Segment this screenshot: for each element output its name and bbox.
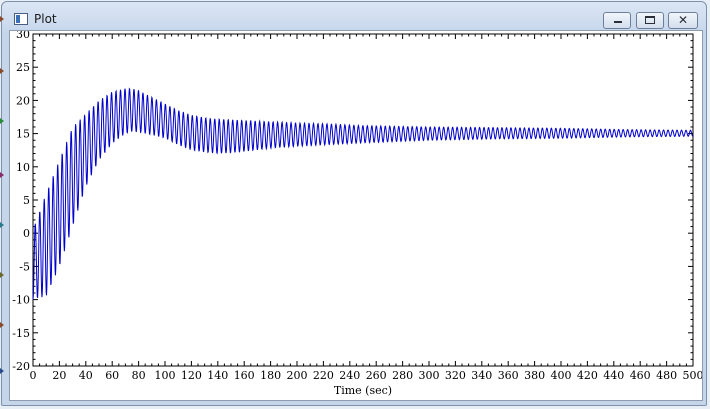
edge-marker — [0, 118, 4, 124]
x-tick-label: 460 — [630, 369, 651, 382]
x-tick-label: 180 — [260, 369, 281, 382]
x-tick-label: 200 — [287, 369, 308, 382]
restore-icon — [645, 16, 655, 24]
x-tick-label: 240 — [339, 369, 360, 382]
x-tick-label: 340 — [471, 369, 492, 382]
x-tick-label: 20 — [52, 369, 66, 382]
x-tick-label: 280 — [392, 369, 413, 382]
x-tick-label: 60 — [105, 369, 119, 382]
app-icon — [14, 13, 28, 25]
x-tick-label: 260 — [366, 369, 387, 382]
x-tick-label: 480 — [656, 369, 677, 382]
x-tick-label: 360 — [498, 369, 519, 382]
y-tick-label: 5 — [23, 194, 30, 207]
x-tick-label: 220 — [313, 369, 334, 382]
x-tick-label: 140 — [207, 369, 228, 382]
y-tick-label: -20 — [12, 360, 30, 373]
line-chart: 0 20 40 60 80 100 120 140 160 180 200 220 240 260 280 3… — [10, 31, 702, 400]
y-tick-label: 0 — [23, 227, 30, 240]
y-tick-label: 10 — [16, 161, 30, 174]
series-group — [33, 89, 693, 300]
x-tick-label: 320 — [445, 369, 466, 382]
x-tick-label: 100 — [155, 369, 176, 382]
x-tick-label: 160 — [234, 369, 255, 382]
y-tick-label: -10 — [12, 294, 30, 307]
axes-group — [33, 34, 693, 366]
x-tick-label: 40 — [79, 369, 93, 382]
edge-marker — [0, 368, 4, 374]
x-tick-label: 500 — [683, 369, 703, 382]
plot-frame — [33, 34, 693, 366]
x-tick-label: 120 — [181, 369, 202, 382]
edge-marker — [0, 222, 4, 228]
restore-button[interactable] — [636, 12, 664, 29]
series-line-0 — [33, 89, 693, 300]
close-icon: ✕ — [669, 13, 697, 28]
window-edge-markers — [0, 0, 4, 409]
window-title: Plot — [34, 12, 57, 26]
x-tick-label: 380 — [524, 369, 545, 382]
x-tick-label: 420 — [577, 369, 598, 382]
minimize-button[interactable] — [603, 12, 631, 29]
x-tick-label: 440 — [603, 369, 624, 382]
y-tick-label: 15 — [16, 128, 30, 141]
edge-marker — [0, 68, 4, 74]
x-tick-label: 80 — [132, 369, 146, 382]
x-tick-label: 300 — [419, 369, 440, 382]
plot-area: 0 20 40 60 80 100 120 140 160 180 200 220 240 260 280 3… — [9, 30, 703, 401]
y-tick-label: -15 — [12, 327, 30, 340]
x-tick-label: 0 — [30, 369, 37, 382]
edge-marker — [0, 322, 4, 328]
edge-marker — [0, 16, 4, 22]
minimize-icon — [614, 21, 622, 23]
ticks-group: 0 20 40 60 80 100 120 140 160 180 200 220 240 260 280 3… — [12, 31, 702, 382]
y-tick-label: 25 — [16, 61, 30, 74]
y-tick-label: 20 — [16, 94, 30, 107]
y-tick-label: 30 — [16, 31, 30, 41]
x-tick-label: 400 — [551, 369, 572, 382]
close-button[interactable]: ✕ — [668, 12, 698, 29]
title-bar[interactable]: Plot ✕ — [2, 2, 706, 32]
x-axis-label: Time (sec) — [334, 384, 392, 397]
edge-marker — [0, 272, 4, 278]
y-tick-label: -5 — [19, 260, 30, 273]
edge-marker — [0, 172, 4, 178]
